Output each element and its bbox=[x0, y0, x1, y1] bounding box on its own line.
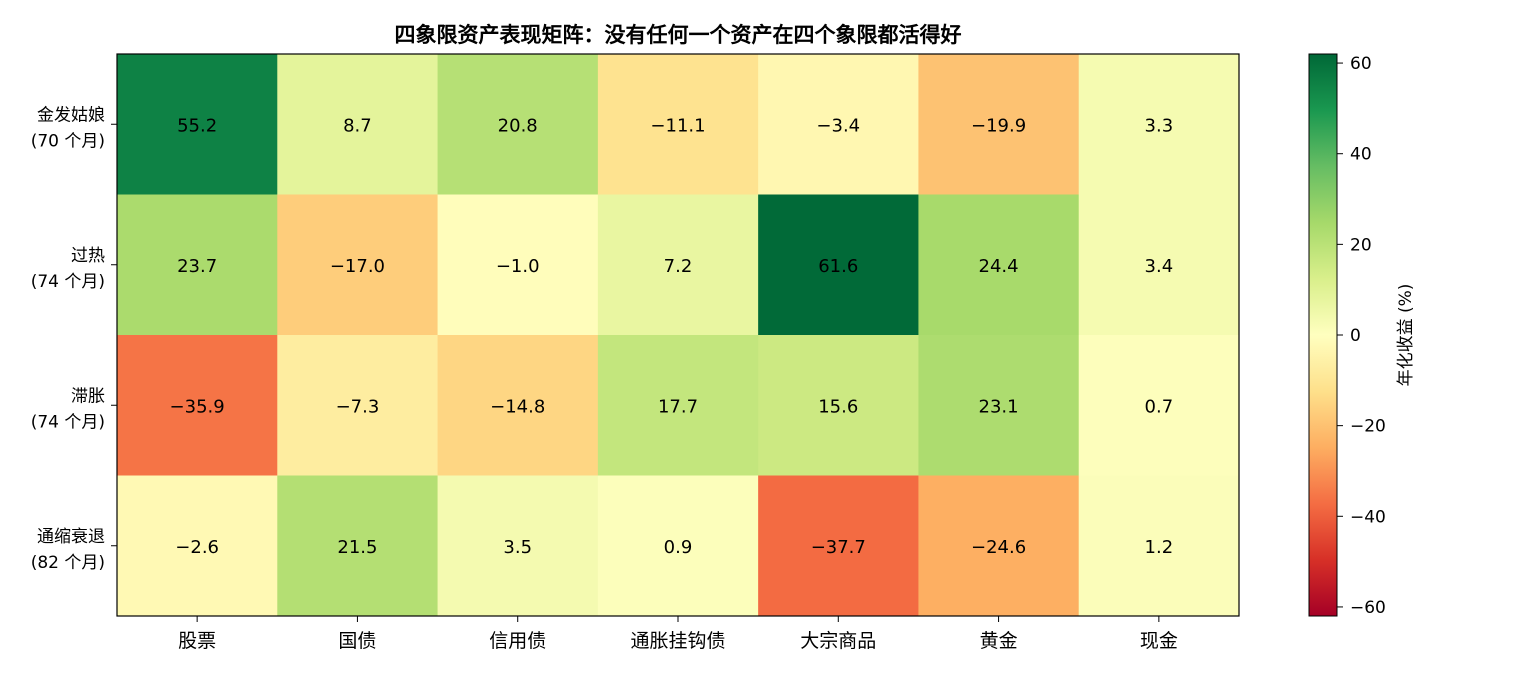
heatmap-cell bbox=[597, 194, 759, 336]
heatmap-cell bbox=[758, 54, 919, 195]
colorbar-tick-label: 0 bbox=[1350, 326, 1361, 346]
cell-value-label: 7.2 bbox=[664, 256, 693, 277]
x-tick-label: 股票 bbox=[178, 630, 216, 652]
cell-value-label: −19.9 bbox=[971, 115, 1026, 136]
heatmap-cell bbox=[1078, 54, 1240, 195]
cell-value-label: 23.7 bbox=[177, 256, 217, 277]
colorbar-gradient bbox=[1308, 53, 1338, 617]
heatmap-cell bbox=[277, 335, 439, 476]
y-tick-label-months: (74 个月) bbox=[31, 272, 105, 292]
cell-value-label: 21.5 bbox=[337, 537, 377, 558]
heatmap-cell bbox=[918, 475, 1080, 617]
heatmap-cell bbox=[437, 194, 599, 336]
cell-value-label: −7.3 bbox=[336, 396, 380, 417]
y-axis: 金发姑娘 (70 个月) 过热 (74 个月) 滞胀 (74 个月) 通缩衰退 (82 个月) bbox=[31, 105, 117, 573]
colorbar-tick-label: 40 bbox=[1350, 145, 1372, 165]
colorbar-tick-label: −20 bbox=[1350, 417, 1386, 437]
heatmap-cell bbox=[437, 54, 599, 195]
colorbar-tick-label: −40 bbox=[1350, 507, 1386, 527]
cell-value-label: −1.0 bbox=[496, 256, 540, 277]
cell-value-label: 20.8 bbox=[498, 115, 538, 136]
cell-value-label: 8.7 bbox=[343, 115, 372, 136]
chart-title: 四象限资产表现矩阵：没有任何一个资产在四个象限都活得好 bbox=[395, 23, 962, 47]
cell-value-label: 1.2 bbox=[1145, 537, 1174, 558]
x-tick-label: 通胀挂钩债 bbox=[630, 630, 725, 652]
cell-value-label: 24.4 bbox=[979, 256, 1019, 277]
x-axis: 股票 国债 信用债 通胀挂钩债 大宗商品 黄金 现金 bbox=[178, 616, 1178, 652]
colorbar-tick-label: 60 bbox=[1350, 54, 1372, 74]
cell-value-label: −37.7 bbox=[811, 537, 866, 558]
heatmap-cell bbox=[758, 475, 919, 617]
colorbar-label: 年化收益 (%) bbox=[1396, 284, 1416, 387]
cell-value-label: 0.9 bbox=[664, 537, 693, 558]
cell-value-label: 23.1 bbox=[979, 396, 1019, 417]
heatmap-cell bbox=[918, 194, 1080, 336]
cell-value-label: 3.5 bbox=[503, 537, 532, 558]
heatmap-cell bbox=[758, 335, 919, 476]
x-tick-label: 信用债 bbox=[489, 630, 546, 652]
y-tick-label-name: 滞胀 bbox=[71, 386, 105, 406]
heatmap-cell bbox=[277, 475, 439, 617]
x-tick-label: 大宗商品 bbox=[800, 630, 876, 652]
heatmap-cell bbox=[117, 194, 278, 336]
heatmap-cell bbox=[277, 194, 439, 336]
heatmap-cell bbox=[277, 54, 439, 195]
cell-value-label: −2.6 bbox=[175, 537, 219, 558]
y-tick-label-name: 通缩衰退 bbox=[37, 527, 105, 547]
colorbar: 60 40 20 0 −20 −40 −60 年化收益 (%) bbox=[1308, 53, 1416, 618]
cell-value-label: 3.4 bbox=[1145, 256, 1174, 277]
heatmap-cell bbox=[437, 475, 599, 617]
cell-value-label: 0.7 bbox=[1145, 396, 1174, 417]
cell-value-label: −14.8 bbox=[490, 396, 545, 417]
y-tick-label-name: 过热 bbox=[71, 246, 105, 266]
y-tick-label-months: (70 个月) bbox=[31, 131, 105, 151]
heatmap-cell bbox=[117, 475, 278, 617]
heatmap-cell bbox=[117, 54, 278, 195]
heatmap-cell-labels: 55.2 8.7 20.8 −11.1 −3.4 −19.9 3.3 23.7 −17.0 −1.… bbox=[170, 115, 1174, 558]
cell-value-label: −17.0 bbox=[330, 256, 385, 277]
cell-value-label: 61.6 bbox=[818, 256, 858, 277]
colorbar-tick-label: −60 bbox=[1350, 598, 1386, 618]
heatmap-cell bbox=[918, 54, 1080, 195]
y-tick-label-months: (74 个月) bbox=[31, 412, 105, 432]
x-tick-label: 黄金 bbox=[980, 630, 1018, 652]
cell-value-label: 3.3 bbox=[1145, 115, 1174, 136]
cell-value-label: 17.7 bbox=[658, 396, 698, 417]
cell-value-label: 55.2 bbox=[177, 115, 217, 136]
cell-value-label: −11.1 bbox=[650, 115, 705, 136]
cell-value-label: −3.4 bbox=[816, 115, 860, 136]
heatmap-cell bbox=[117, 335, 278, 476]
heatmap-cell bbox=[1078, 475, 1240, 617]
heatmap-cell bbox=[597, 335, 759, 476]
y-tick-label-months: (82 个月) bbox=[31, 553, 105, 573]
heatmap-cell bbox=[918, 335, 1080, 476]
heatmap-cell bbox=[597, 54, 759, 195]
colorbar-tick-label: 20 bbox=[1350, 235, 1372, 255]
heatmap-cell bbox=[1078, 335, 1240, 476]
x-tick-label: 国债 bbox=[338, 630, 376, 652]
y-tick-label-name: 金发姑娘 bbox=[37, 105, 105, 125]
heatmap-cells bbox=[117, 54, 1240, 617]
heatmap-cell bbox=[758, 194, 919, 336]
heatmap-cell bbox=[437, 335, 599, 476]
x-tick-label: 现金 bbox=[1140, 630, 1178, 652]
cell-value-label: −35.9 bbox=[170, 396, 225, 417]
heatmap-cell bbox=[597, 475, 759, 617]
cell-value-label: 15.6 bbox=[818, 396, 858, 417]
cell-value-label: −24.6 bbox=[971, 537, 1026, 558]
heatmap-cell bbox=[1078, 194, 1240, 336]
